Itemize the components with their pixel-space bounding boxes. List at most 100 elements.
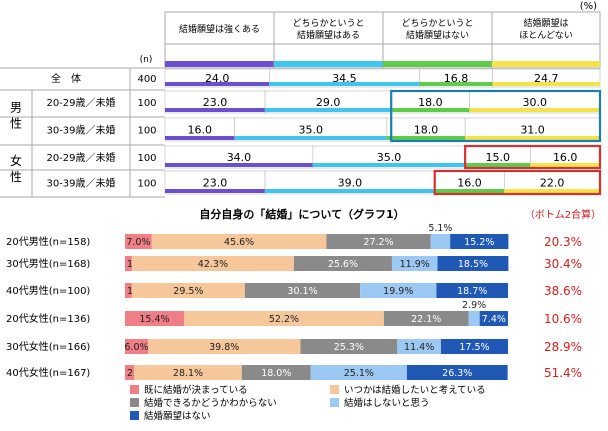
- bar-segment: [125, 234, 152, 249]
- table-bar-segment: [465, 163, 531, 167]
- bar-value-label: 25.3%: [334, 342, 364, 353]
- bar-segment: [479, 311, 508, 326]
- column-header-line: 結婚願望はある: [297, 29, 360, 41]
- table-bar-segment: [165, 189, 266, 193]
- bar-value-label: 25.6%: [328, 259, 358, 270]
- legend-label: いつかは結婚したいと考えている: [344, 384, 486, 396]
- table-bar-segment: [269, 82, 420, 86]
- column-header-line: 結婚願望は強くある: [179, 23, 260, 35]
- table-value-label: 16.0: [553, 151, 578, 164]
- table-bar-segment: [312, 163, 466, 167]
- bottom2-value: 30.4%: [544, 257, 582, 271]
- table-bar-segment: [234, 136, 387, 140]
- table-value-label: 22.0: [540, 177, 565, 190]
- column-header-line: どちらかというと: [401, 18, 473, 29]
- bar-segment: [440, 339, 508, 354]
- table-value-label: 18.0: [414, 124, 439, 137]
- table-value-label: 29.0: [316, 96, 341, 109]
- table-value-label: 31.0: [520, 124, 545, 137]
- bar-segment: [134, 365, 242, 380]
- bar-value-label: 11.4%: [404, 342, 434, 353]
- row-n: 400: [137, 74, 156, 85]
- legend-swatch: [130, 385, 139, 394]
- table-bar-segment: [386, 136, 466, 140]
- table-bar-segment: [165, 163, 313, 167]
- table-value-label: 18.0: [418, 96, 443, 109]
- table-value-label: 34.0: [227, 151, 252, 164]
- bar-segment: [125, 256, 132, 271]
- column-header: 結婚願望は強くある: [179, 23, 260, 35]
- highlight-box: [464, 144, 602, 170]
- bar-segment: [397, 339, 441, 354]
- bottom2-header: （ボトム2合算）: [525, 208, 601, 221]
- bar-value-label: 45.6%: [224, 237, 254, 248]
- category-label: 40代男性(n=100): [6, 284, 90, 297]
- bar-value-label: 52.2%: [269, 314, 299, 325]
- table-bar-segment: [469, 108, 600, 112]
- table-bar-segment: [265, 189, 435, 193]
- table-bar-segment: [165, 82, 270, 86]
- row-n: 100: [137, 98, 156, 109]
- bar-value-label: 42.3%: [198, 259, 228, 270]
- table-bar-segment: [165, 136, 235, 140]
- bar-segment: [383, 311, 469, 326]
- column-header: どちらかというと結婚願望はある: [292, 18, 364, 41]
- row-n: 100: [137, 153, 156, 164]
- bar-segment: [293, 256, 392, 271]
- row-label: 全 体: [51, 72, 81, 85]
- bar-value-label: 28.1%: [173, 368, 203, 379]
- legend-swatch: [492, 61, 600, 67]
- bar-value-label: 15.4%: [139, 314, 169, 325]
- bar-segment: [125, 311, 184, 326]
- bar-segment: [131, 283, 245, 298]
- bottom2-value: 51.4%: [544, 366, 582, 380]
- bar-value-label: 18.7%: [457, 286, 487, 297]
- chart-title: 自分自身の「結婚」について（グラフ1）: [199, 207, 404, 221]
- bar-segment: [244, 283, 361, 298]
- category-label: 20代女性(n=136): [6, 312, 90, 325]
- bar-segment: [125, 365, 135, 380]
- bar-value-label: 7.4%: [482, 314, 506, 325]
- table-bar-segment: [434, 189, 505, 193]
- table-bar-segment: [419, 82, 493, 86]
- bar-value-label: 15.2%: [464, 237, 494, 248]
- row-label: 30-39歳／未婚: [46, 124, 115, 137]
- legend-label: 結婚願望はない: [144, 410, 211, 422]
- bar-value-label: 5.1%: [428, 223, 452, 234]
- unit-label: (%): [580, 1, 597, 12]
- bar-segment: [151, 234, 327, 249]
- table-value-label: 15.0: [486, 151, 511, 164]
- table-bar-segment: [465, 136, 600, 140]
- column-header-line: 結婚願望は: [523, 17, 568, 29]
- table-bar-segment: [265, 108, 392, 112]
- bar-segment: [300, 339, 398, 354]
- bottom2-value: 20.3%: [544, 235, 582, 249]
- bar-segment: [125, 283, 132, 298]
- table-bar-segment: [391, 108, 470, 112]
- table-value-label: 39.0: [338, 177, 363, 190]
- bar-segment: [183, 311, 384, 326]
- table-value-label: 35.0: [298, 124, 323, 137]
- row-n: 100: [137, 179, 156, 190]
- highlight-box: [390, 89, 602, 143]
- category-label: 20代男性(n=158): [6, 235, 90, 248]
- marriage-stacked-bar-chart: 自分自身の「結婚」について（グラフ1） （ボトム2合算） 20代男性(n=158) 7…: [6, 207, 601, 422]
- bar-segment: [360, 283, 437, 298]
- category-label: 40代女性(n=167): [6, 366, 90, 379]
- legend-swatch: [130, 398, 139, 407]
- table-value-label: 23.0: [203, 177, 228, 190]
- category-label: 30代男性(n=168): [6, 257, 90, 270]
- bar-segment: [125, 339, 148, 354]
- bar-value-label: 17.5%: [459, 342, 489, 353]
- table-value-label: 16.0: [457, 177, 482, 190]
- legend-label: 結婚はしないと思う: [344, 397, 430, 409]
- bar-segment: [406, 365, 508, 380]
- table-bar-segment: [492, 82, 600, 86]
- bar-segment: [147, 339, 301, 354]
- bar-value-label: 11.9%: [400, 259, 430, 270]
- legend-swatch: [274, 61, 383, 67]
- table-value-label: 16.8: [444, 72, 469, 85]
- column-header: どちらかというと結婚願望はない: [401, 18, 473, 41]
- bar-segment: [468, 311, 480, 326]
- group-label-char: 性: [10, 170, 22, 184]
